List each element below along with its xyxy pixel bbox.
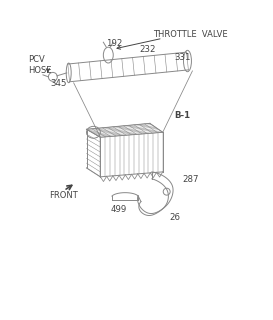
- Text: 287: 287: [183, 175, 199, 184]
- Text: B-1: B-1: [175, 111, 191, 120]
- Text: 192: 192: [106, 39, 122, 48]
- Text: FRONT: FRONT: [49, 191, 78, 200]
- Text: 345: 345: [51, 79, 67, 88]
- Text: 26: 26: [170, 213, 181, 222]
- Text: THROTTLE  VALVE: THROTTLE VALVE: [153, 30, 227, 39]
- Text: 499: 499: [110, 205, 126, 214]
- Text: 232: 232: [140, 44, 156, 54]
- Text: 331: 331: [174, 52, 191, 61]
- Text: PCV
HOSE: PCV HOSE: [28, 55, 52, 75]
